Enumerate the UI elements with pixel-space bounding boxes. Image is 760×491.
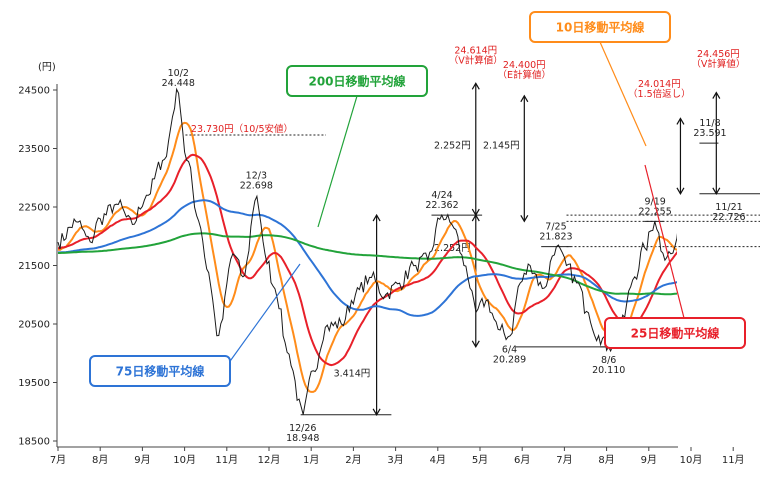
note-1-5x-24014-value: 24.014円 [638, 79, 681, 90]
y-tick-label: 20500 [18, 320, 50, 331]
x-tick-label: 3月 [387, 454, 403, 466]
note-v-calc-24614-value: 24.614円 [454, 46, 497, 57]
annotation-date: 6/4 [502, 344, 517, 355]
annotation-date: 12/3 [246, 170, 267, 181]
x-tick-label: 10月 [680, 454, 703, 466]
arrow-2145-head [520, 94, 529, 103]
annotation-value: 22.362 [425, 200, 458, 211]
measure-label-2252-a: 2.252円 [434, 141, 471, 152]
arrow-2252-a-head [471, 82, 480, 90]
callout-box [529, 11, 671, 43]
annotation-value: 20.110 [592, 365, 625, 376]
x-tick-label: 4月 [430, 454, 446, 466]
price-line [57, 87, 677, 415]
callout-pointer [644, 164, 685, 319]
x-tick-label: 7月 [50, 454, 66, 466]
x-tick-label: 12月 [258, 454, 281, 466]
arrow-2145-tail [520, 215, 529, 223]
x-tick-label: 7月 [556, 454, 572, 466]
y-tick-label: 24500 [18, 86, 50, 97]
callout-label: 10日移動平均線 [556, 20, 645, 35]
annotation-value: 24.448 [162, 78, 195, 89]
arrow-2252-b-head [471, 213, 480, 222]
y-tick-label: 19500 [18, 378, 50, 389]
annotation-date: 12/26 [289, 423, 316, 434]
annotation-date: 10/2 [168, 68, 189, 79]
note-v-calc-24614-basis: （V計算値） [449, 55, 503, 67]
note-1005-low: 23.730円（10/5安値） [191, 123, 293, 135]
y-tick-label: 21500 [18, 261, 50, 272]
annotation-date: 11/8 [699, 118, 720, 129]
target-notes: 23.730円（10/5安値）24.614円（V計算値） 24.400円（E計算値… [191, 46, 746, 135]
annotation-value: 20.289 [493, 354, 526, 365]
x-tick-label: 2月 [345, 454, 361, 466]
x-tick-label: 11月 [215, 454, 238, 466]
callout-pointer [599, 41, 647, 147]
annotation-value: 22.255 [639, 206, 672, 217]
annotation-date: 7/25 [545, 222, 566, 233]
x-tick-label: 6月 [514, 454, 530, 466]
annotation-date: 8/6 [601, 355, 616, 366]
callout-label: 75日移動平均線 [116, 364, 205, 379]
annotation-date: 11/21 [715, 202, 742, 213]
annotation-value: 21.823 [539, 232, 572, 243]
y-tick-label: 18500 [18, 437, 50, 448]
arrow-3414-head [372, 213, 381, 222]
arrow-1-5x-tail [676, 187, 685, 195]
callout-box [89, 355, 231, 387]
note-e-calc-24400-value: 24.400円 [503, 60, 546, 71]
annotation-value: 22.698 [240, 180, 273, 191]
x-tick-label: 11月 [722, 454, 745, 466]
x-tick-label: 8月 [92, 454, 108, 466]
series-line-ma10 [57, 121, 677, 393]
note-e-calc-24400-basis: （E計算値） [498, 69, 552, 81]
callout-pointer [227, 263, 301, 365]
annotation-value: 22.726 [712, 212, 745, 223]
measure-arrows: 3.414円 2.252円 2.252円 2.145円 [334, 82, 721, 416]
x-tick-label: 1月 [303, 454, 319, 466]
note-1-5x-24014-basis: （1.5倍返し） [628, 88, 691, 100]
x-tick-label: 9月 [134, 454, 150, 466]
series-line-ma25 [58, 153, 677, 367]
arrow-1-5x-head [676, 117, 685, 125]
measure-label-2252-b: 2.252円 [434, 243, 471, 254]
measure-label-3414: 3.414円 [334, 369, 371, 380]
x-tick-label: 10月 [173, 454, 196, 466]
y-unit-label: (円) [38, 62, 56, 73]
callout-box [604, 317, 746, 349]
annotation-value: 18.948 [286, 433, 319, 444]
x-tick-label: 5月 [472, 454, 488, 466]
arrow-3414-tail [372, 408, 381, 416]
x-tick-label: 8月 [598, 454, 614, 466]
reference-lines [185, 134, 760, 416]
arrow-2252-b-tail [471, 340, 480, 349]
measure-label-2145: 2.145円 [483, 141, 520, 152]
note-v-calc-24456-basis: （V計算値） [691, 58, 745, 70]
series-lines [57, 87, 677, 415]
series-line-ma200 [58, 232, 677, 296]
y-tick-label: 22500 [18, 203, 50, 214]
axes: (円)245002350022500215002050019500185007月… [18, 62, 745, 466]
annotation-date: 4/24 [431, 190, 452, 201]
callout-label: 25日移動平均線 [631, 326, 720, 341]
arrow-v-calc-head [712, 91, 721, 99]
callout-label: 200日移動平均線 [308, 74, 405, 89]
y-tick-label: 23500 [18, 144, 50, 155]
annotation-date: 9/19 [644, 196, 665, 207]
arrow-v-calc-tail [712, 187, 721, 195]
callout-pointer [317, 95, 358, 228]
callout-box [286, 65, 428, 97]
annotation-value: 23.591 [693, 128, 726, 139]
note-v-calc-24456-value: 24.456円 [697, 49, 740, 60]
series-callouts: 200日移動平均線 10日移動平均線 75日移動平均線 25日移動平均線 [89, 11, 746, 387]
x-tick-label: 9月 [641, 454, 657, 466]
series-line-ma75 [58, 199, 677, 317]
